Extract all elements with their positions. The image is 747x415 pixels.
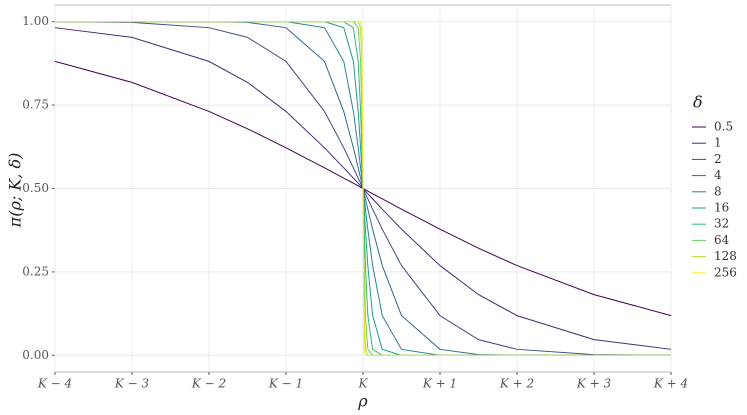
legend-label: 256	[714, 265, 737, 279]
y-tick-label: 0.00	[22, 348, 49, 362]
legend-label: 1	[714, 136, 722, 150]
x-tick-label: K + 1	[422, 377, 457, 391]
x-tick-label: K + 3	[576, 377, 612, 391]
x-tick-label: K − 4	[37, 377, 72, 391]
y-tick-label: 0.75	[22, 98, 49, 112]
legend-label: 64	[714, 233, 730, 247]
x-axis-title: ρ	[357, 392, 368, 411]
y-tick-label: 0.25	[22, 264, 49, 278]
y-tick-label: 0.50	[22, 181, 49, 195]
legend-label: 2	[714, 152, 722, 166]
x-tick-label: K + 4	[653, 377, 688, 391]
legend-title: δ	[693, 93, 703, 112]
y-axis-title: π(ρ; K, δ)	[6, 153, 25, 229]
x-tick-label: K	[358, 377, 369, 391]
x-tick-label: K − 3	[114, 377, 150, 391]
line	[55, 21, 671, 356]
legend-label: 8	[714, 184, 722, 198]
legend-label: 128	[714, 249, 737, 263]
legend-label: 0.5	[714, 120, 733, 134]
x-tick-label: K − 2	[191, 377, 226, 391]
x-tick-label: K − 1	[268, 377, 303, 391]
legend-label: 32	[714, 217, 729, 231]
legend-label: 4	[714, 168, 722, 182]
x-tick-label: K + 2	[499, 377, 534, 391]
legend-label: 16	[714, 201, 729, 215]
y-tick-label: 1.00	[22, 14, 49, 28]
